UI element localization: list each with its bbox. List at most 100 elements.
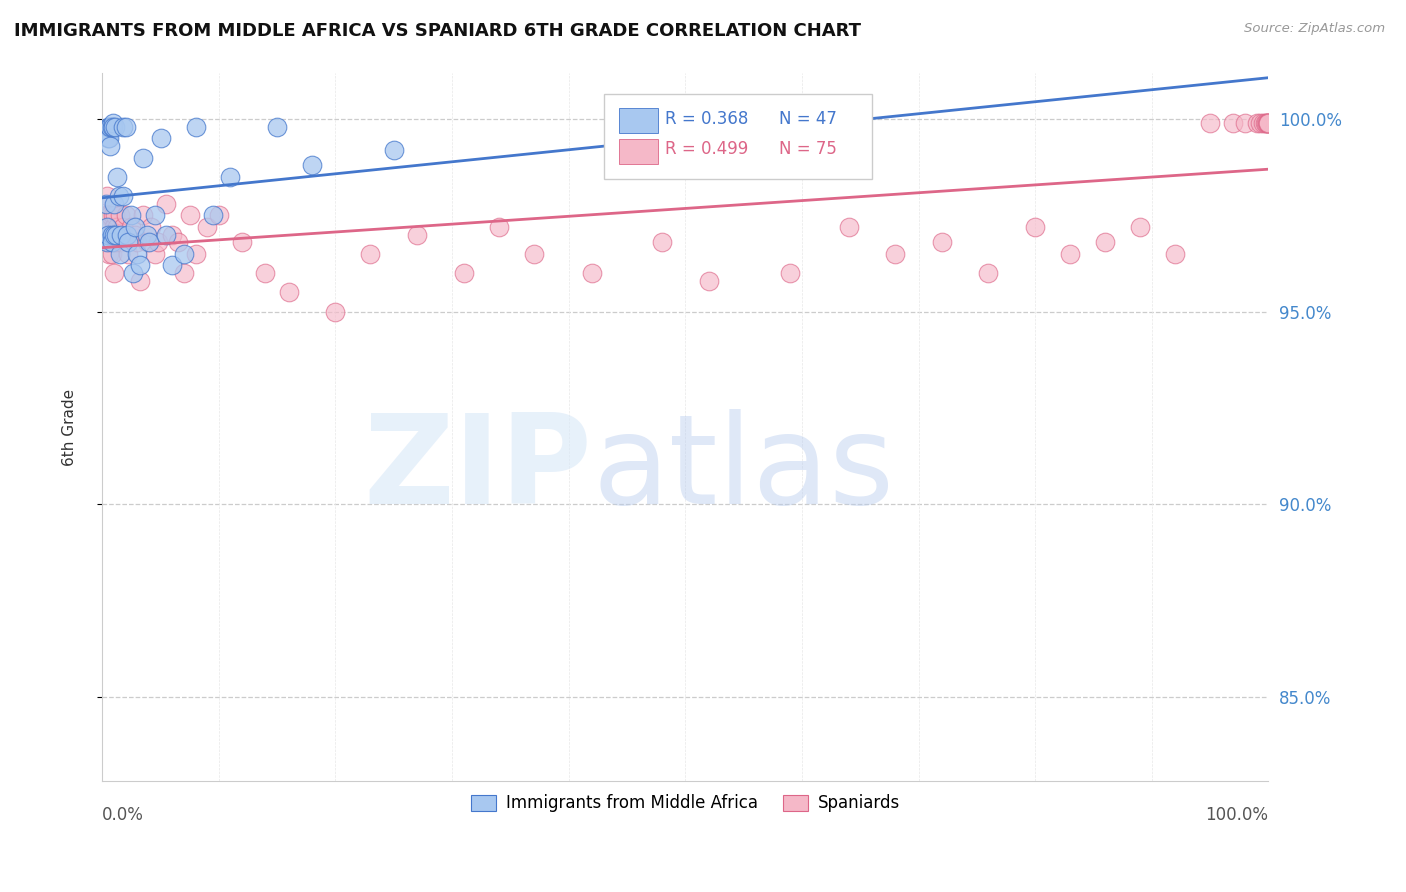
Point — [1251, 116, 1274, 130]
Point — [406, 227, 429, 242]
Point — [98, 131, 121, 145]
Point — [155, 197, 177, 211]
Point — [128, 259, 150, 273]
Point — [117, 247, 139, 261]
Point — [1199, 116, 1222, 130]
Point — [184, 247, 207, 261]
Point — [155, 227, 177, 242]
Point — [108, 209, 131, 223]
Point — [1222, 116, 1244, 130]
Text: IMMIGRANTS FROM MIDDLE AFRICA VS SPANIARD 6TH GRADE CORRELATION CHART: IMMIGRANTS FROM MIDDLE AFRICA VS SPANIAR… — [14, 22, 860, 40]
Point — [266, 120, 288, 134]
Point — [931, 235, 953, 250]
Point — [173, 266, 195, 280]
Point — [135, 235, 157, 250]
Point — [184, 120, 207, 134]
Point — [838, 219, 860, 234]
Point — [96, 189, 118, 203]
Text: 0.0%: 0.0% — [103, 806, 143, 824]
Text: 100.0%: 100.0% — [1205, 806, 1268, 824]
Point — [107, 189, 129, 203]
Point — [98, 219, 121, 234]
Point — [977, 266, 1000, 280]
Point — [1094, 235, 1116, 250]
Point — [1256, 116, 1278, 130]
Point — [141, 219, 163, 234]
Point — [301, 158, 323, 172]
Point — [96, 227, 118, 242]
Point — [277, 285, 299, 300]
Point — [148, 235, 170, 250]
Point — [173, 247, 195, 261]
Point — [382, 143, 405, 157]
Point — [112, 189, 135, 203]
Point — [135, 227, 157, 242]
Point — [97, 131, 120, 145]
Point — [100, 120, 122, 134]
Point — [523, 247, 546, 261]
Point — [1257, 116, 1279, 130]
Point — [97, 209, 120, 223]
Point — [101, 235, 124, 250]
Point — [160, 259, 183, 273]
Point — [1257, 116, 1279, 130]
Point — [779, 266, 801, 280]
Point — [101, 120, 124, 134]
Point — [100, 120, 122, 134]
Text: atlas: atlas — [592, 409, 894, 530]
Point — [1254, 116, 1277, 130]
Point — [1059, 247, 1081, 261]
Point — [112, 120, 135, 134]
Point — [143, 247, 166, 261]
Point — [110, 235, 132, 250]
Point — [325, 304, 347, 318]
Point — [96, 235, 118, 250]
Point — [132, 209, 155, 223]
Text: ZIP: ZIP — [363, 409, 592, 530]
Point — [1246, 116, 1268, 130]
Point — [128, 274, 150, 288]
Point — [208, 209, 231, 223]
Point — [112, 219, 135, 234]
Point — [105, 169, 128, 184]
Point — [105, 227, 128, 242]
Point — [143, 209, 166, 223]
Point — [254, 266, 277, 280]
Point — [149, 131, 172, 145]
Point — [98, 120, 121, 134]
Point — [127, 247, 149, 261]
Point — [167, 235, 190, 250]
Point — [581, 266, 603, 280]
Text: 6th Grade: 6th Grade — [62, 389, 77, 466]
Point — [94, 209, 117, 223]
Point — [100, 227, 122, 242]
Point — [120, 209, 142, 223]
Point — [101, 116, 124, 130]
Point — [121, 266, 143, 280]
Point — [219, 169, 242, 184]
Point — [195, 219, 218, 234]
Point — [105, 235, 128, 250]
Point — [124, 227, 146, 242]
Point — [697, 274, 720, 288]
Point — [104, 120, 127, 134]
Point — [100, 139, 122, 153]
Point — [453, 266, 475, 280]
Text: R = 0.368: R = 0.368 — [665, 110, 749, 128]
Point — [103, 219, 125, 234]
Text: R = 0.499: R = 0.499 — [665, 141, 749, 159]
Point — [120, 219, 142, 234]
Point — [1257, 116, 1279, 130]
Text: N = 47: N = 47 — [779, 110, 837, 128]
FancyBboxPatch shape — [619, 139, 658, 164]
Point — [651, 235, 673, 250]
Point — [359, 247, 381, 261]
Point — [1257, 116, 1279, 130]
Point — [114, 209, 136, 223]
Point — [108, 247, 131, 261]
Point — [105, 219, 128, 234]
Point — [103, 227, 125, 242]
Point — [127, 235, 149, 250]
Text: Source: ZipAtlas.com: Source: ZipAtlas.com — [1244, 22, 1385, 36]
Point — [100, 235, 122, 250]
